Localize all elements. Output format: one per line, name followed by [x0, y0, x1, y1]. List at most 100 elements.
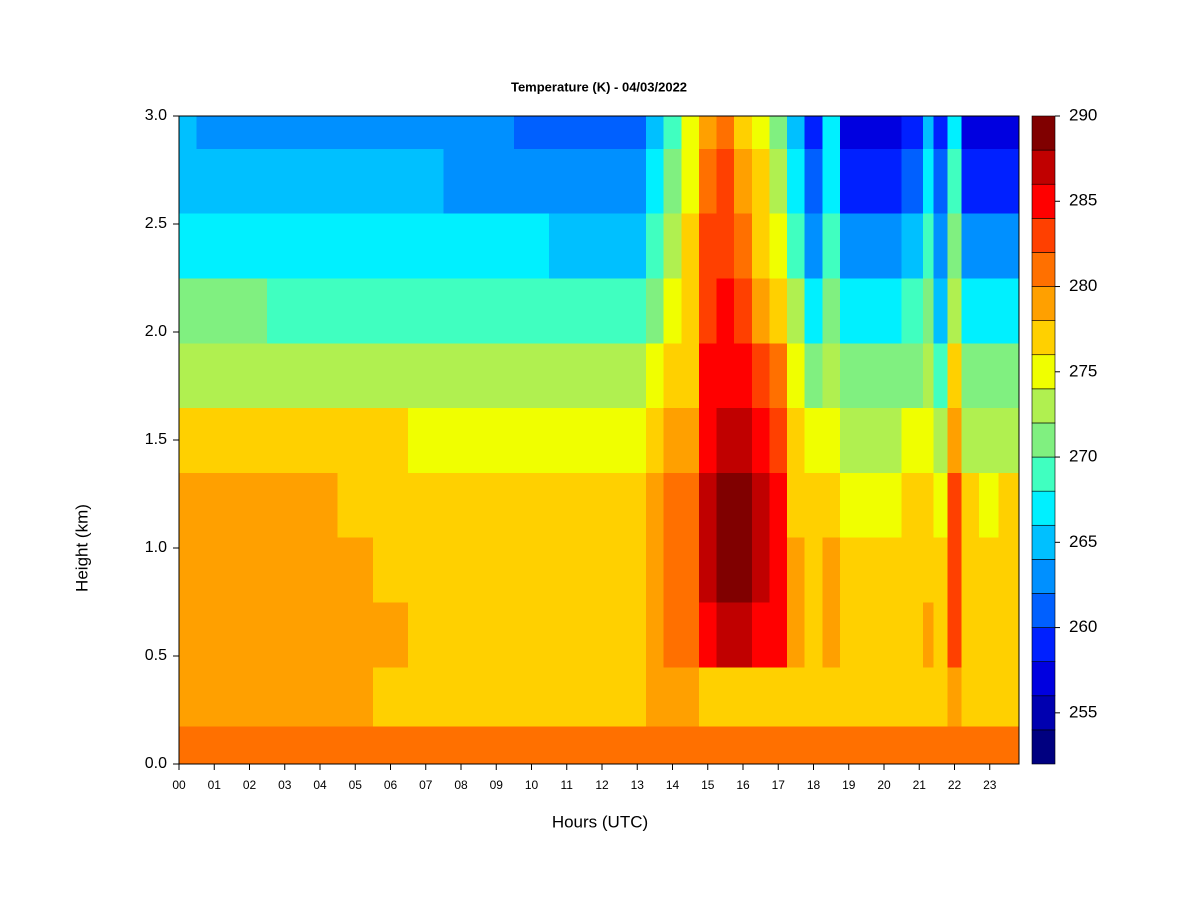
heat-cell: [231, 278, 268, 344]
heat-cell: [196, 278, 233, 344]
heat-cell: [619, 726, 647, 765]
heat-cell: [513, 537, 550, 603]
heat-cell: [231, 407, 268, 473]
heat-cell: [822, 726, 841, 765]
heat-cell: [408, 407, 444, 473]
heat-cell: [839, 213, 867, 279]
heat-cell: [267, 537, 303, 603]
heat-cell: [681, 726, 700, 765]
heat-cell: [822, 472, 841, 538]
heat-cell: [302, 666, 339, 727]
heat-cell: [866, 148, 903, 214]
heat-cell: [961, 472, 980, 538]
heat-cell: [196, 726, 233, 765]
x-tick-label: 22: [948, 778, 962, 792]
heat-cell: [961, 726, 980, 765]
heat-cell: [769, 213, 788, 279]
heat-cell: [804, 602, 823, 668]
heat-cell: [922, 602, 934, 668]
heat-cell: [716, 407, 735, 473]
heat-cell: [337, 148, 374, 214]
heat-cell: [979, 148, 1000, 214]
heat-cell: [769, 666, 788, 727]
heat-cell: [933, 666, 948, 727]
heat-cell: [901, 116, 924, 149]
heat-cell: [443, 342, 480, 409]
heat-cell: [408, 213, 444, 279]
heat-cell: [372, 726, 409, 765]
x-tick-label: 10: [525, 778, 539, 792]
heat-cell: [698, 342, 718, 409]
x-tick-label: 11: [561, 778, 574, 792]
heat-cell: [681, 472, 700, 538]
heat-cell: [337, 726, 374, 765]
heat-cell: [302, 213, 339, 279]
heat-cell: [584, 342, 621, 409]
heat-cell: [769, 602, 788, 668]
heat-cell: [922, 472, 934, 538]
heat-cell: [196, 342, 233, 409]
heat-cell: [979, 278, 1000, 344]
colorbar-band: [1031, 183, 1056, 219]
heat-cell: [267, 472, 303, 538]
heat-cell: [267, 116, 303, 149]
heat-cell: [302, 148, 339, 214]
y-tick-label: 1.0: [145, 539, 167, 556]
heat-cell: [231, 472, 268, 538]
heat-cell: [901, 726, 924, 765]
heat-cell: [478, 116, 515, 149]
heat-cell: [804, 278, 823, 344]
x-tick-label: 14: [666, 778, 680, 792]
heat-cell: [866, 602, 903, 668]
heat-cell: [961, 537, 980, 603]
heat-cell: [933, 602, 948, 668]
heat-cell: [947, 213, 963, 279]
y-tick-label: 2.5: [145, 215, 167, 232]
heat-cell: [478, 472, 515, 538]
heat-cell: [751, 213, 770, 279]
heat-cell: [751, 537, 770, 603]
heat-cell: [584, 472, 621, 538]
heat-cell: [681, 407, 700, 473]
colorbar-band: [1031, 627, 1056, 662]
colorbar-band: [1031, 252, 1056, 287]
x-tick-label: 00: [172, 778, 186, 792]
heat-cell: [549, 537, 585, 603]
heat-cell: [804, 472, 823, 538]
x-tick-label: 18: [807, 778, 821, 792]
x-tick-label: 12: [595, 778, 609, 792]
heat-cell: [716, 537, 735, 603]
heat-cell: [408, 278, 444, 344]
heat-cell: [961, 213, 980, 279]
heat-cell: [408, 116, 444, 149]
heat-cell: [804, 666, 823, 727]
heat-cell: [584, 726, 621, 765]
heat-cell: [804, 726, 823, 765]
heat-cell: [196, 472, 233, 538]
heat-cell: [769, 116, 788, 149]
heat-cell: [231, 116, 268, 149]
colorbar-band: [1031, 729, 1056, 765]
heat-cell: [584, 116, 621, 149]
heat-cell: [646, 407, 665, 473]
heat-cell: [619, 407, 647, 473]
heat-cell: [646, 342, 665, 409]
heat-cell: [866, 472, 903, 538]
y-tick-label: 3.0: [145, 107, 167, 124]
colorbar-band: [1031, 661, 1056, 697]
colorbar-band: [1031, 354, 1056, 390]
heat-cell: [478, 537, 515, 603]
heat-cell: [372, 472, 409, 538]
heat-cell: [549, 472, 585, 538]
heat-cell: [947, 726, 963, 765]
heat-cell: [302, 602, 339, 668]
heat-cell: [196, 537, 233, 603]
colorbar-band: [1031, 218, 1056, 253]
heat-cell: [998, 278, 1020, 344]
heat-cell: [734, 116, 753, 149]
heat-cell: [961, 342, 980, 409]
heat-cell: [901, 148, 924, 214]
heat-cell: [947, 148, 963, 214]
heat-cell: [933, 116, 948, 149]
